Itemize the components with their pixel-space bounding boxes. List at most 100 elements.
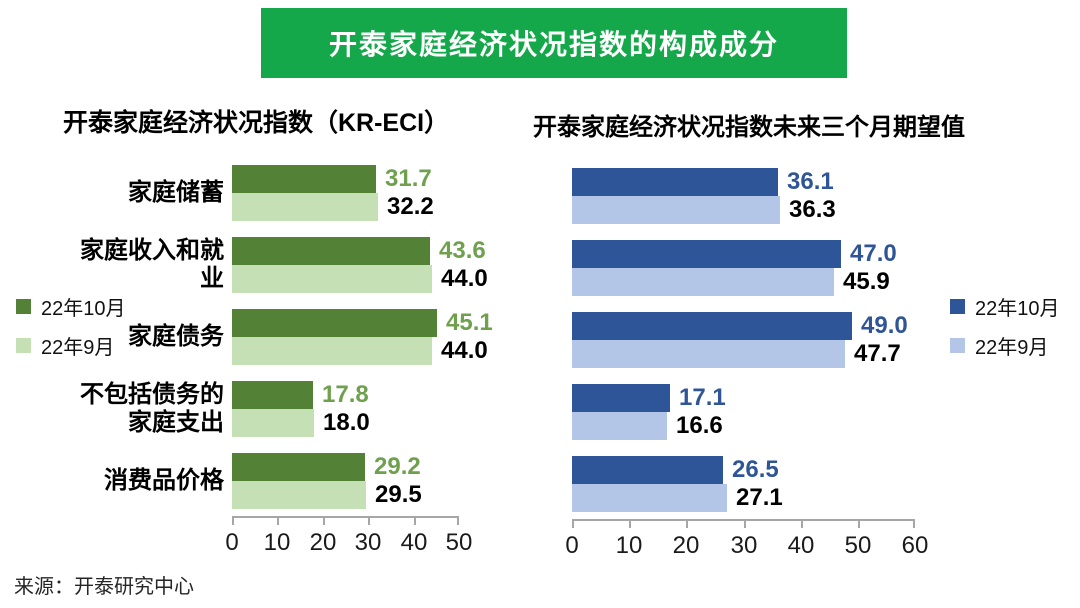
bar-pair: 31.7 32.2 xyxy=(232,165,434,221)
axis-tick-label: 40 xyxy=(400,529,428,556)
bar-value-label: 45.9 xyxy=(843,268,890,295)
bar xyxy=(572,340,845,368)
bar-row: 家庭收入和就业 43.6 44.0 xyxy=(60,237,493,293)
legend-label-oct: 22年10月 xyxy=(41,298,126,320)
x-axis: 0 10 20 30 40 50 xyxy=(225,516,472,564)
bar-pair: 49.0 47.7 xyxy=(572,312,908,368)
axis-tick xyxy=(414,518,416,525)
bar-line: 47.7 xyxy=(572,340,908,368)
bar-row: 47.0 45.9 xyxy=(572,240,915,296)
bar-line: 29.2 xyxy=(232,453,422,481)
bar xyxy=(572,196,780,224)
bar xyxy=(572,384,670,412)
bar-line: 17.8 xyxy=(232,381,370,409)
bar-rows: 36.1 36.3 47.0 45.9 49.0 47.7 17.1 16.6 26.5 27.1 xyxy=(572,168,915,512)
bar-line: 31.7 xyxy=(232,165,434,193)
bar-row: 家庭债务 45.1 44.0 xyxy=(60,309,493,365)
bar-row: 36.1 36.3 xyxy=(572,168,915,224)
bar xyxy=(232,481,366,509)
x-axis: 0 10 20 30 40 50 60 xyxy=(565,519,928,567)
right-chart-legend: 22年10月 22年9月 xyxy=(950,292,1060,360)
category-label: 消费品价格 xyxy=(104,467,224,495)
bar-pair: 17.8 18.0 xyxy=(232,381,370,437)
bar-line: 36.1 xyxy=(572,168,836,196)
legend-label-sep: 22年9月 xyxy=(975,337,1049,359)
category-label: 不包括债务的 家庭支出 xyxy=(80,381,224,436)
bar-row: 消费品价格 29.2 29.5 xyxy=(60,453,493,509)
legend-item-oct: 22年10月 xyxy=(950,292,1060,321)
bar-value-label: 17.1 xyxy=(679,384,726,411)
bar-value-label: 49.0 xyxy=(861,312,908,339)
axis-tick-label: 50 xyxy=(445,529,473,556)
bar-line: 45.9 xyxy=(572,268,897,296)
title-banner: 开泰家庭经济状况指数的构成成分 xyxy=(261,8,847,78)
bar-line: 32.2 xyxy=(232,193,434,221)
axis-tick xyxy=(858,521,860,528)
bar-line: 44.0 xyxy=(232,337,493,365)
bar-line: 49.0 xyxy=(572,312,908,340)
bar-row: 不包括债务的 家庭支出 17.8 18.0 xyxy=(60,381,493,437)
bar-line: 43.6 xyxy=(232,237,488,265)
right-chart-title: 开泰家庭经济状况指数未来三个月期望值 xyxy=(533,114,965,141)
bar-value-label: 47.7 xyxy=(854,340,901,367)
legend-swatch-sep-blue xyxy=(950,338,965,353)
axis-tick-label: 30 xyxy=(730,532,758,559)
bar-value-label: 44.0 xyxy=(441,337,488,364)
bar-line: 45.1 xyxy=(232,309,493,337)
axis-tick-label: 10 xyxy=(615,532,643,559)
bar-value-label: 29.5 xyxy=(375,481,422,508)
page-title: 开泰家庭经济状况指数的构成成分 xyxy=(328,29,779,60)
bar-value-label: 18.0 xyxy=(323,409,370,436)
bar xyxy=(572,484,727,512)
bar-line: 18.0 xyxy=(232,409,370,437)
bar-row: 家庭储蓄 31.7 32.2 xyxy=(60,165,493,221)
legend-item-oct: 22年10月 xyxy=(16,292,126,321)
bar-pair: 47.0 45.9 xyxy=(572,240,897,296)
bar xyxy=(232,309,437,337)
category-label: 家庭债务 xyxy=(128,323,224,351)
bar-rows: 家庭储蓄 31.7 32.2 家庭收入和就业 43.6 44.0 家庭债务 45.1 44.0 不… xyxy=(60,165,493,509)
source-note: 来源：开泰研究中心 xyxy=(14,576,194,598)
bar xyxy=(232,409,314,437)
bar-value-label: 43.6 xyxy=(439,237,486,264)
axis-tick xyxy=(572,521,574,528)
bar-value-label: 45.1 xyxy=(446,309,493,336)
bar-pair: 29.2 29.5 xyxy=(232,453,422,509)
bar xyxy=(232,265,432,293)
axis-tick xyxy=(913,521,915,528)
expectation-chart: 36.1 36.3 47.0 45.9 49.0 47.7 17.1 16.6 26.5 27.1… xyxy=(565,168,928,567)
bar-value-label: 36.3 xyxy=(789,196,836,223)
bar-value-label: 36.1 xyxy=(787,168,834,195)
bar xyxy=(232,337,432,365)
bar-pair: 36.1 36.3 xyxy=(572,168,836,224)
bar-line: 26.5 xyxy=(572,456,783,484)
bar-row: 26.5 27.1 xyxy=(572,456,915,512)
axis-tick xyxy=(629,521,631,528)
axis-tick xyxy=(801,521,803,528)
axis-tick-label: 40 xyxy=(787,532,815,559)
bar-value-label: 31.7 xyxy=(385,165,432,192)
axis-tick xyxy=(368,518,370,525)
bar-value-label: 26.5 xyxy=(732,456,779,483)
bar-value-label: 44.0 xyxy=(441,265,488,292)
bar-line: 47.0 xyxy=(572,240,897,268)
bar-value-label: 29.2 xyxy=(374,453,421,480)
bar-value-label: 32.2 xyxy=(387,193,434,220)
axis-tick xyxy=(232,518,234,525)
legend-item-sep: 22年9月 xyxy=(16,331,126,360)
bar xyxy=(572,168,778,196)
bar xyxy=(232,165,376,193)
axis-tick xyxy=(457,518,459,525)
bar xyxy=(572,312,852,340)
category-label: 家庭储蓄 xyxy=(128,179,224,207)
bar-line: 29.5 xyxy=(232,481,422,509)
axis-tick-label: 20 xyxy=(672,532,700,559)
axis-tick xyxy=(323,518,325,525)
axis-tick xyxy=(744,521,746,528)
bar-pair: 45.1 44.0 xyxy=(232,309,493,365)
bar-value-label: 27.1 xyxy=(736,484,783,511)
legend-swatch-oct-green xyxy=(16,299,31,314)
left-chart-legend: 22年10月 22年9月 xyxy=(16,292,126,360)
bar xyxy=(572,268,834,296)
legend-item-sep: 22年9月 xyxy=(950,331,1060,360)
